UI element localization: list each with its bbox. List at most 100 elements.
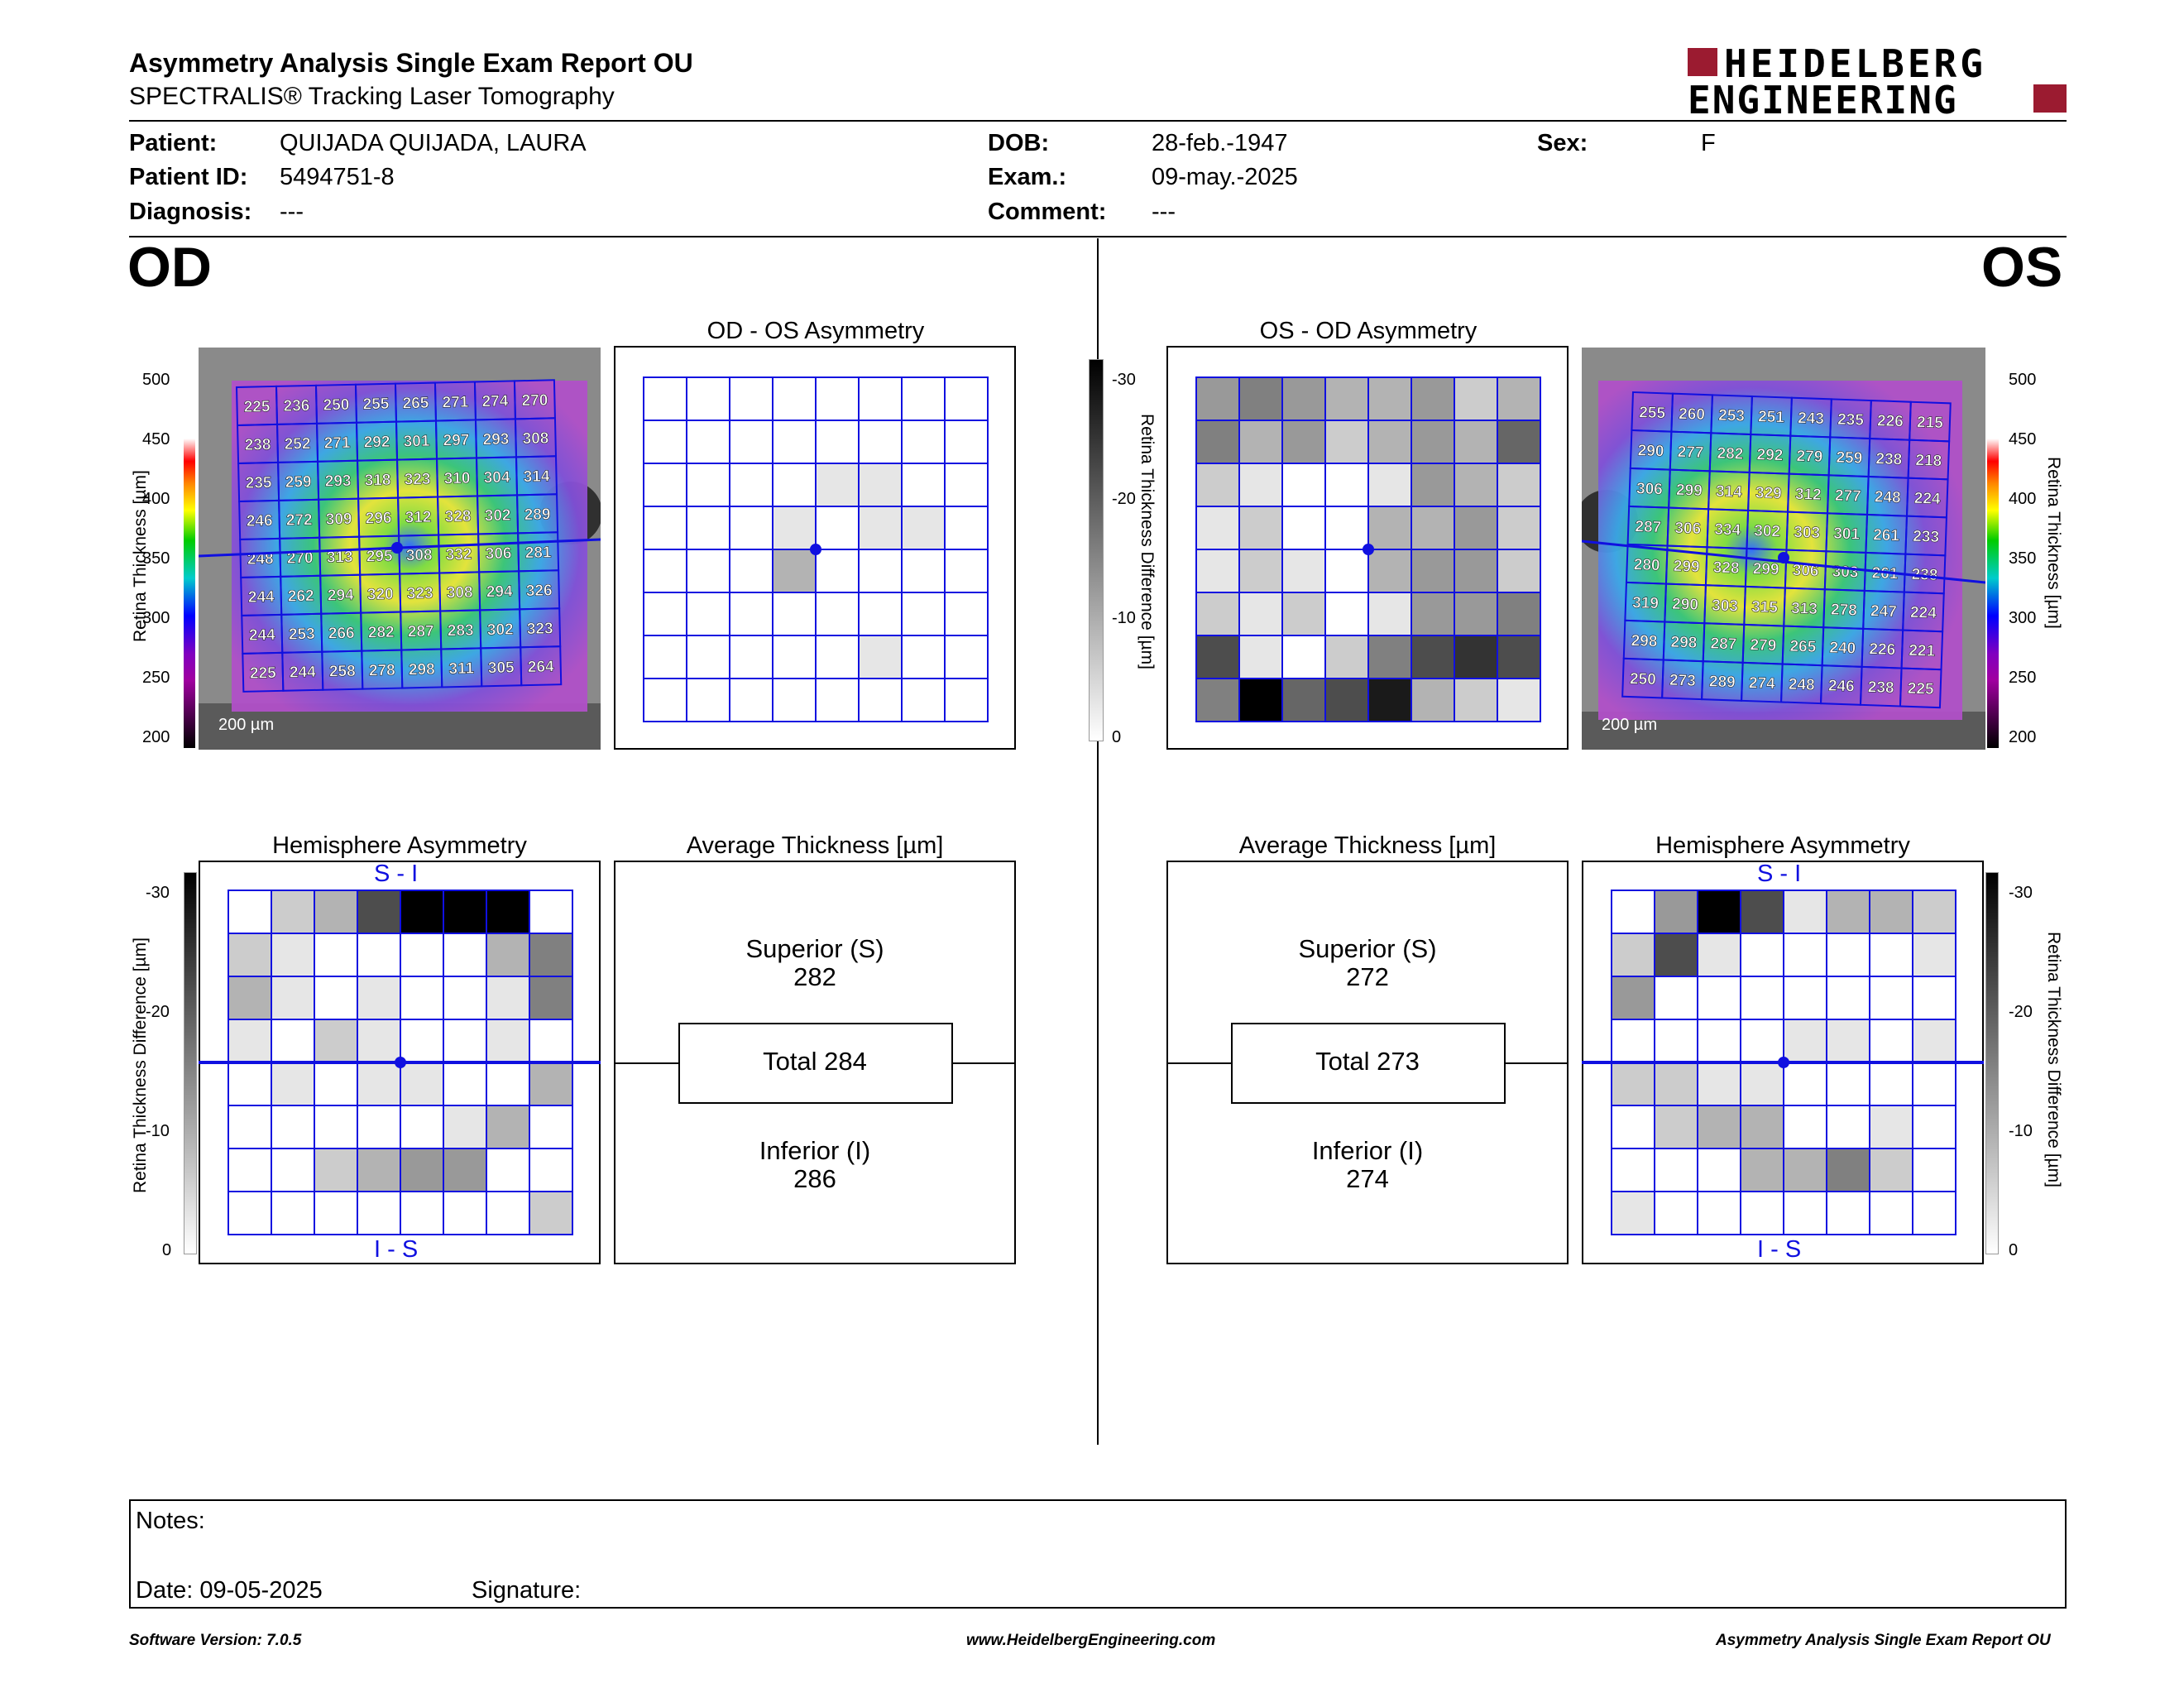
od-thickness-value: 238 (245, 436, 271, 454)
os-hemi-tick-m10: -10 (2009, 1122, 2033, 1140)
os-asym-cell (1195, 376, 1240, 421)
od-asym-cell (643, 678, 687, 722)
od-hemi-cell (314, 1148, 358, 1192)
os-asym-cell (1497, 549, 1541, 593)
dob-label: DOB: (988, 130, 1050, 156)
os-hemi-cell (1697, 1019, 1741, 1063)
od-hemi-cell (314, 1191, 358, 1235)
od-thickness-value: 305 (488, 659, 515, 677)
od-thick-tick-400: 400 (142, 490, 170, 508)
od-asym-cell (901, 635, 946, 679)
od-hemi-cell (529, 890, 573, 934)
od-hemi-cell (529, 1105, 573, 1149)
od-asym-cell (772, 463, 817, 507)
od-thickness-value: 323 (405, 471, 431, 489)
od-asym-cell (901, 506, 946, 550)
os-asym-cell (1410, 376, 1455, 421)
os-hemi-cell (1826, 933, 1870, 977)
os-thickness-value: 298 (1670, 634, 1697, 652)
os-hemi-cell (1912, 1105, 1956, 1149)
od-thickness-value: 246 (247, 512, 273, 530)
od-hemi-cell (314, 1105, 358, 1149)
os-asym-cell (1281, 635, 1326, 679)
os-asym-cell (1454, 506, 1498, 550)
od-thickness-value: 308 (522, 429, 548, 448)
os-thickness-value: 243 (1798, 410, 1824, 428)
od-thick-tick-350: 350 (142, 549, 170, 568)
os-thick-tick-450: 450 (2009, 430, 2037, 448)
od-hemi-title: Hemisphere Asymmetry (272, 832, 527, 859)
os-hemi-grid (1582, 890, 1984, 1235)
os-asym-cell (1454, 463, 1498, 507)
os-thickness-value: 306 (1636, 480, 1663, 498)
od-hemi-cell (486, 890, 530, 934)
od-diff-colorbar (1089, 359, 1104, 741)
od-hemi-cell (314, 1019, 358, 1063)
od-thickness-value: 262 (288, 587, 314, 606)
od-hemi-cell (271, 1105, 315, 1149)
od-asym-cell (901, 463, 946, 507)
footer-website[interactable]: www.HeidelbergEngineering.com (966, 1632, 1216, 1649)
os-hemi-cell (1740, 1062, 1784, 1106)
os-hemi-cell (1611, 890, 1655, 934)
od-hemi-cell (357, 1191, 401, 1235)
os-hemi-cell (1912, 933, 1956, 977)
os-asym-cell (1367, 635, 1412, 679)
os-hemi-cell (1869, 1019, 1913, 1063)
os-thickness-value: 261 (1873, 526, 1900, 544)
os-asym-cell (1281, 376, 1326, 421)
os-thickness-value: 278 (1831, 602, 1857, 620)
od-thickness-value: 295 (366, 548, 394, 566)
od-hemi-tick-m20: -20 (146, 1003, 170, 1021)
os-hemi-cell (1826, 1019, 1870, 1063)
os-thickness-value: 299 (1676, 482, 1703, 500)
os-hemi-cell (1654, 976, 1698, 1020)
notes-box[interactable] (129, 1499, 2067, 1609)
od-asym-cell (729, 549, 774, 593)
os-thickness-value: 314 (1716, 483, 1743, 501)
os-asym-cell (1238, 549, 1283, 593)
od-thickness-value: 328 (445, 508, 472, 526)
center-diff-axis-label: Retina Thickness Difference [µm] (1138, 414, 1157, 669)
od-hemi-tick-0: 0 (162, 1241, 172, 1259)
od-asym-cell (944, 549, 989, 593)
os-asym-cell (1324, 463, 1369, 507)
od-thickness-value: 278 (369, 662, 395, 680)
os-thickness-value: 221 (1909, 642, 1936, 660)
od-hemi-cell (228, 1019, 272, 1063)
od-hemi-cell (228, 1148, 272, 1192)
os-thick-tick-200: 200 (2009, 728, 2037, 746)
od-asym-cell (815, 463, 860, 507)
od-total-value: Total 284 (763, 1047, 867, 1076)
od-hemi-tick-m10: -10 (146, 1122, 170, 1140)
os-total-value: Total 273 (1315, 1047, 1420, 1076)
os-thickness-value: 290 (1672, 596, 1698, 614)
od-thickness-value: 308 (406, 547, 433, 565)
notes-label: Notes: (136, 1508, 205, 1534)
od-asym-cell (643, 463, 687, 507)
od-inferior-label: Inferior (I) (759, 1136, 871, 1165)
od-asym-cell (815, 506, 860, 550)
os-hemi-colorbar (1985, 872, 1999, 1254)
od-thickness-value: 236 (283, 397, 309, 415)
os-thickness-value: 303 (1832, 563, 1858, 582)
od-hemi-colorbar (184, 872, 197, 1254)
od-hemi-cell (486, 1019, 530, 1063)
os-hemi-fovea-marker (1778, 1057, 1789, 1068)
od-thickness-axis-label: Retina Thickness [µm] (131, 470, 150, 642)
os-asym-cell (1454, 635, 1498, 679)
od-thickness-value: 265 (402, 395, 429, 413)
os-asym-cell (1238, 376, 1283, 421)
os-hemi-cell (1697, 933, 1741, 977)
od-hemi-grid (199, 890, 601, 1235)
os-asym-cell (1410, 635, 1455, 679)
od-thickness-value: 304 (483, 469, 510, 487)
os-asym-cell (1195, 549, 1240, 593)
os-asym-cell (1324, 376, 1369, 421)
os-thickness-value: 235 (1837, 411, 1865, 429)
os-asym-cell (1410, 420, 1455, 464)
os-hemi-cell (1783, 1148, 1827, 1192)
od-asym-cell (686, 506, 730, 550)
os-asym-cell (1410, 549, 1455, 593)
od-hemi-cell (271, 1191, 315, 1235)
